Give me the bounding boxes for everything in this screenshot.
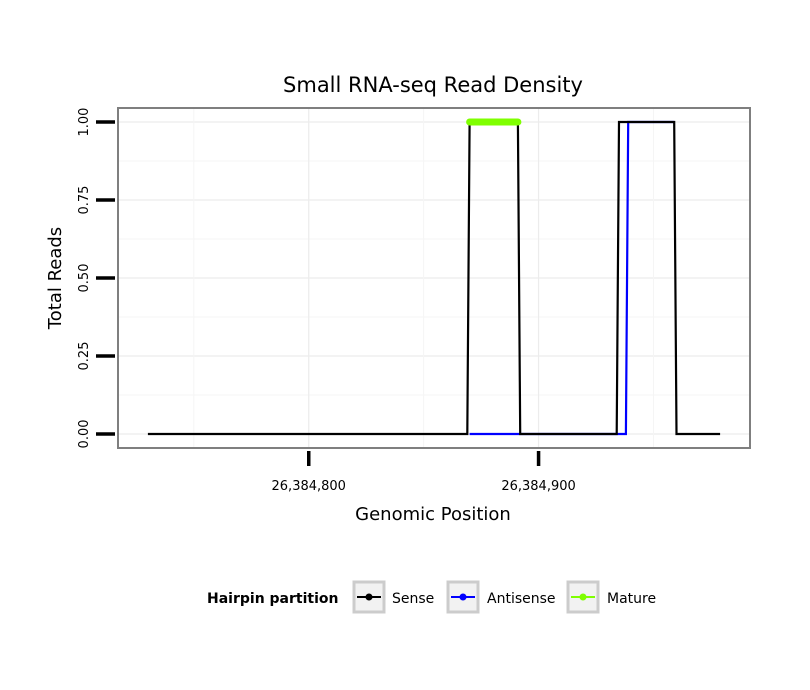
legend-item-antisense: Antisense [446,580,556,614]
y-tick-label: 0.50 [77,264,92,293]
legend: Hairpin partition Sense Antisense Mature [207,580,656,614]
y-tick-label: 0.00 [77,419,92,448]
x-tick-label: 26,384,900 [501,479,575,494]
legend-label-mature: Mature [607,591,656,607]
series-layer [147,118,721,436]
legend-label-sense: Sense [392,591,434,607]
axis-layer: 0.00 0.25 0.50 0.75 1.00 26,384,800 26,384,900 [77,108,576,494]
y-tick-label: 0.75 [77,186,92,215]
grid-layer [118,108,750,448]
x-tick-label: 26,384,800 [272,479,346,494]
series-line-sense [147,120,721,436]
y-tick-label: 0.25 [77,342,92,371]
plot-panel-border [117,107,751,449]
legend-item-sense: Sense [352,580,434,614]
legend-title: Hairpin partition [207,591,338,607]
x-axis-title: Genomic Position [355,504,511,525]
legend-point-sense [365,593,373,601]
legend-point-antisense [459,593,467,601]
y-tick-label: 1.00 [77,108,92,137]
legend-point-mature [579,593,587,601]
legend-item-mature: Mature [566,580,656,614]
y-axis-title: Total Reads [45,227,66,330]
legend-label-antisense: Antisense [487,591,556,607]
chart-title: Small RNA-seq Read Density [283,73,583,97]
